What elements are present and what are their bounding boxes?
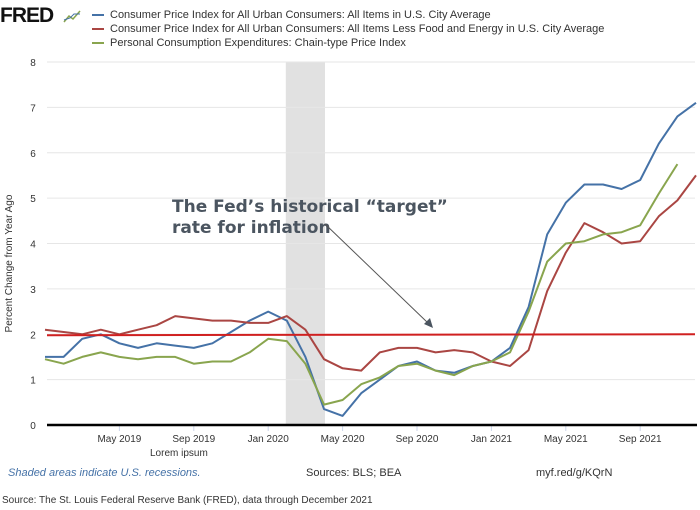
x-tick-label: May 2019: [97, 434, 141, 445]
series-line-0: [45, 101, 697, 417]
arrowhead-icon: [424, 318, 433, 328]
annotation-line-1: The Fed’s historical “target”: [172, 197, 448, 217]
y-axis-label: Percent Change from Year Ago: [4, 194, 15, 332]
x-tick-label: May 2020: [321, 434, 365, 445]
sources: Sources: BLS; BEA: [306, 467, 402, 479]
y-tick-label: 0: [30, 421, 36, 432]
x-tick-label: May 2021: [544, 434, 588, 445]
y-tick-label: 6: [30, 149, 36, 160]
x-tick-label: Sep 2021: [619, 434, 662, 445]
x-tick-label: Jan 2021: [471, 434, 513, 445]
fred-logo[interactable]: FRED: [0, 4, 81, 28]
y-tick-label: 7: [30, 103, 36, 114]
legend-swatch: [92, 14, 104, 16]
y-tick-label: 3: [30, 285, 36, 296]
legend-swatch: [92, 42, 104, 44]
y-tick-label: 8: [30, 58, 36, 69]
x-tick-label: Sep 2020: [396, 434, 439, 445]
legend-item-pce[interactable]: Personal Consumption Expenditures: Chain…: [92, 36, 604, 50]
legend-label: Consumer Price Index for All Urban Consu…: [110, 23, 605, 35]
annotation-arrow: [324, 223, 429, 324]
legend-item-cpi[interactable]: Consumer Price Index for All Urban Consu…: [92, 8, 604, 22]
overlay-text: Lorem ipsum: [150, 448, 208, 459]
fred-logo-text: FRED: [0, 4, 54, 27]
legend-label: Personal Consumption Expenditures: Chain…: [110, 37, 406, 49]
series-line-1: [44, 174, 697, 372]
recession-note: Shaded areas indicate U.S. recessions.: [8, 467, 201, 479]
series-line-2: [44, 163, 679, 406]
x-tick-label: Jan 2020: [248, 434, 290, 445]
annotation-line-2: rate for inflation: [172, 218, 331, 238]
source-note: Source: The St. Louis Federal Reserve Ba…: [2, 495, 373, 506]
short-link[interactable]: myf.red/g/KQrN: [536, 467, 613, 479]
chart-logo-icon: [63, 10, 81, 23]
y-tick-label: 5: [30, 194, 36, 205]
legend-label: Consumer Price Index for All Urban Consu…: [110, 9, 491, 21]
legend-item-core-cpi[interactable]: Consumer Price Index for All Urban Consu…: [92, 22, 604, 36]
y-tick-label: 1: [30, 376, 36, 387]
target-rate-line: [46, 333, 696, 337]
y-tick-label: 2: [30, 330, 36, 341]
x-tick-label: Sep 2019: [172, 434, 215, 445]
y-tick-label: 4: [30, 240, 36, 251]
legend: Consumer Price Index for All Urban Consu…: [92, 8, 604, 50]
legend-swatch: [92, 28, 104, 30]
